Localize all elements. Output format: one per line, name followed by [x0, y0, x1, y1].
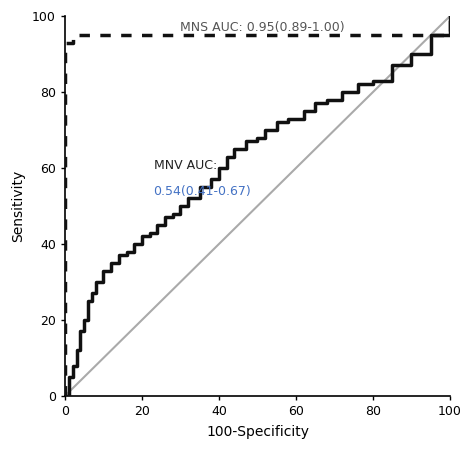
Text: MNS AUC: 0.95(0.89-1.00): MNS AUC: 0.95(0.89-1.00): [181, 21, 345, 34]
Text: 0.54(0.41-0.67): 0.54(0.41-0.67): [154, 185, 251, 198]
X-axis label: 100-Specificity: 100-Specificity: [206, 425, 309, 439]
Y-axis label: Sensitivity: Sensitivity: [11, 170, 25, 242]
Text: MNV AUC:: MNV AUC:: [154, 159, 217, 172]
